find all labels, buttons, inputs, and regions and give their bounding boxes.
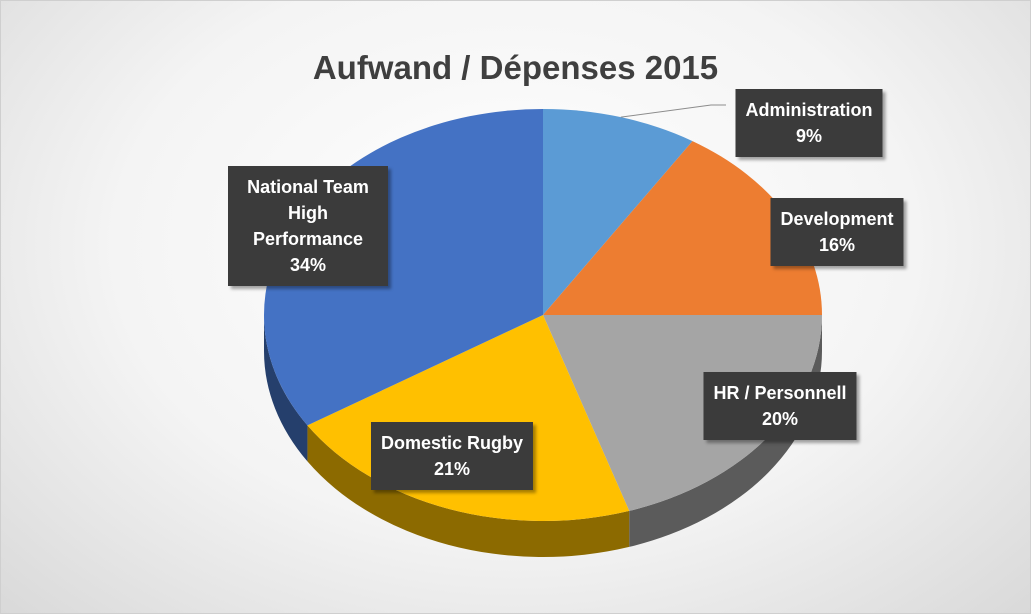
slice <box>543 109 693 315</box>
category-label: Administration <box>745 100 873 120</box>
value-label: 34% <box>289 255 327 275</box>
leader-line <box>620 104 726 118</box>
data-label: Development 16% <box>770 198 904 266</box>
category-label: HR / Personnell <box>713 383 847 403</box>
value-label: 20% <box>761 409 799 429</box>
category-label: Domestic Rugby <box>380 433 524 453</box>
data-label: Domestic Rugby 21% <box>370 422 534 490</box>
category-label: National Team High Performance <box>247 177 369 249</box>
category-label: Development <box>780 209 894 229</box>
data-label: HR / Personnell 20% <box>703 372 857 440</box>
slice-side <box>307 425 630 557</box>
data-label: Administration 9% <box>735 89 883 157</box>
value-label: 21% <box>433 459 471 479</box>
slice-side <box>264 315 308 462</box>
value-label: 9% <box>795 126 823 146</box>
slice <box>543 315 823 511</box>
value-label: 16% <box>818 235 856 255</box>
data-label: National Team High Performance 34% <box>228 166 388 286</box>
slice <box>543 141 822 315</box>
chart-title: Aufwand / Dépenses 2015 <box>312 49 719 86</box>
